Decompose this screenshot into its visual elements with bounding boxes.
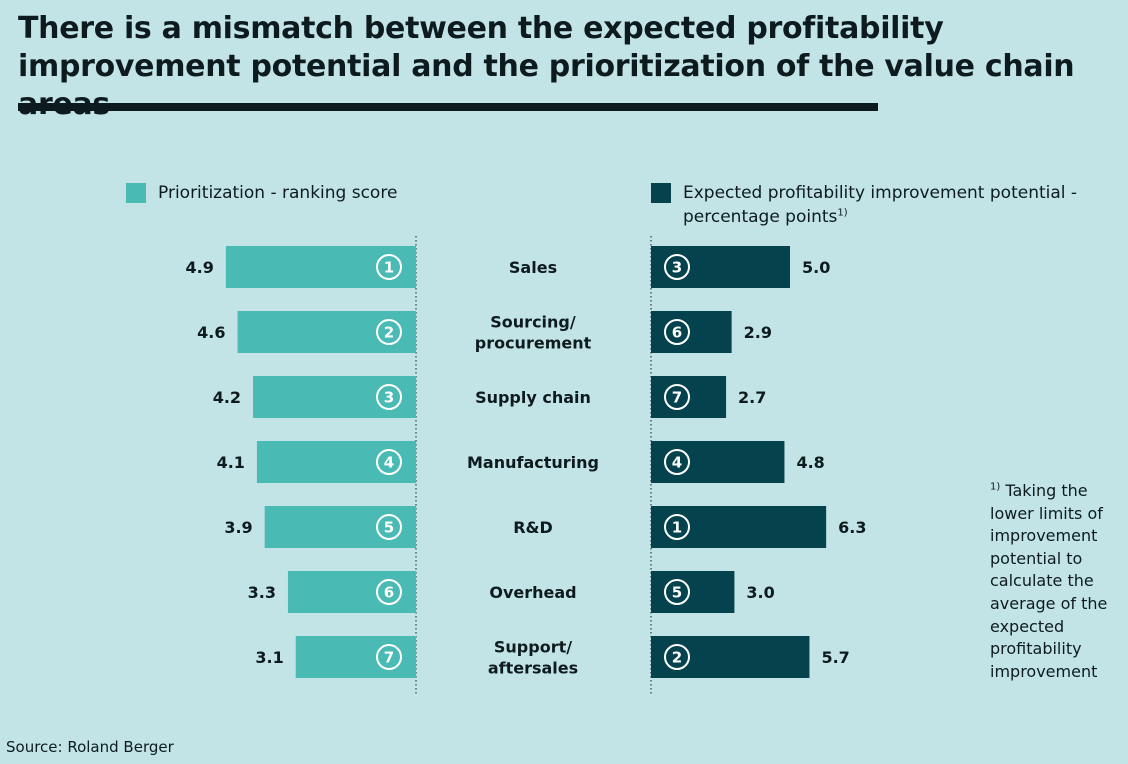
rank-circle-profitability	[664, 449, 690, 475]
value-label-profitability: 2.9	[744, 323, 772, 342]
rank-label-profitability: 5	[672, 584, 682, 602]
legend-swatch-profitability	[651, 183, 671, 203]
value-label-profitability: 4.8	[796, 453, 824, 472]
rank-circle-profitability	[664, 514, 690, 540]
category-label: Sourcing/	[490, 313, 576, 332]
value-label-prioritization: 4.2	[213, 388, 241, 407]
rank-circle-profitability	[664, 254, 690, 280]
bar-prioritization	[225, 246, 416, 288]
bar-prioritization	[295, 636, 416, 678]
legend-label-prioritization: Prioritization - ranking score	[158, 183, 398, 203]
rank-label-profitability: 6	[672, 324, 682, 342]
bar-prioritization	[264, 506, 416, 548]
value-label-prioritization: 3.1	[255, 648, 283, 667]
bar-profitability	[651, 571, 735, 613]
rank-circle-prioritization	[376, 254, 402, 280]
value-label-prioritization: 3.9	[224, 518, 252, 537]
category-label: Supply chain	[475, 388, 591, 407]
bar-profitability	[651, 506, 827, 548]
value-label-profitability: 3.0	[746, 583, 774, 602]
footnote: 1) Taking the lower limits of improvemen…	[990, 480, 1120, 683]
rank-label-profitability: 3	[672, 259, 682, 277]
bar-profitability	[651, 441, 785, 483]
bar-prioritization	[237, 311, 416, 353]
rank-label-profitability: 1	[672, 519, 682, 537]
rank-circle-prioritization	[376, 514, 402, 540]
value-label-prioritization: 4.1	[217, 453, 245, 472]
value-label-prioritization: 4.6	[197, 323, 225, 342]
category-label: Sales	[509, 258, 557, 277]
rank-label-profitability: 4	[672, 454, 682, 472]
value-label-profitability: 5.7	[821, 648, 849, 667]
rank-label-prioritization: 4	[384, 454, 394, 472]
category-label: aftersales	[488, 659, 578, 678]
rank-circle-prioritization	[376, 319, 402, 345]
source-note: Source: Roland Berger	[6, 738, 174, 756]
rank-label-prioritization: 7	[384, 649, 394, 667]
legend-label-profitability-text: Expected profitability improvement poten…	[683, 183, 1078, 227]
bar-prioritization	[287, 571, 416, 613]
rank-circle-profitability	[664, 384, 690, 410]
category-label: R&D	[513, 518, 553, 537]
rank-label-profitability: 7	[672, 389, 682, 407]
rank-circle-profitability	[664, 579, 690, 605]
rank-circle-prioritization	[376, 579, 402, 605]
footnote-marker: 1)	[990, 481, 1001, 493]
chart-title: There is a mismatch between the expected…	[18, 11, 1075, 122]
bar-prioritization	[256, 441, 416, 483]
footnote-text: Taking the lower limits of improvement p…	[990, 481, 1108, 681]
value-label-prioritization: 4.9	[186, 258, 214, 277]
rank-circle-prioritization	[376, 644, 402, 670]
bar-profitability	[651, 636, 810, 678]
rank-label-prioritization: 2	[384, 324, 394, 342]
value-label-profitability: 2.7	[738, 388, 766, 407]
legend-footnote-marker: 1)	[837, 207, 848, 219]
value-label-prioritization: 3.3	[248, 583, 276, 602]
bar-profitability	[651, 311, 732, 353]
rank-label-prioritization: 3	[384, 389, 394, 407]
rank-label-profitability: 2	[672, 649, 682, 667]
bar-prioritization	[253, 376, 416, 418]
rank-circle-profitability	[664, 644, 690, 670]
value-label-profitability: 6.3	[838, 518, 866, 537]
legend-label-profitability: Expected profitability improvement poten…	[683, 181, 1123, 229]
category-label: procurement	[475, 334, 592, 353]
rank-circle-prioritization	[376, 384, 402, 410]
rank-label-prioritization: 6	[384, 584, 394, 602]
rank-label-prioritization: 5	[384, 519, 394, 537]
title-rule	[18, 103, 878, 111]
rank-circle-prioritization	[376, 449, 402, 475]
category-label: Support/	[494, 638, 572, 657]
bar-profitability	[651, 246, 790, 288]
rank-label-prioritization: 1	[384, 259, 394, 277]
rank-circle-profitability	[664, 319, 690, 345]
value-label-profitability: 5.0	[802, 258, 830, 277]
category-label: Overhead	[489, 583, 576, 602]
legend-swatch-prioritization	[126, 183, 146, 203]
category-label: Manufacturing	[467, 453, 599, 472]
